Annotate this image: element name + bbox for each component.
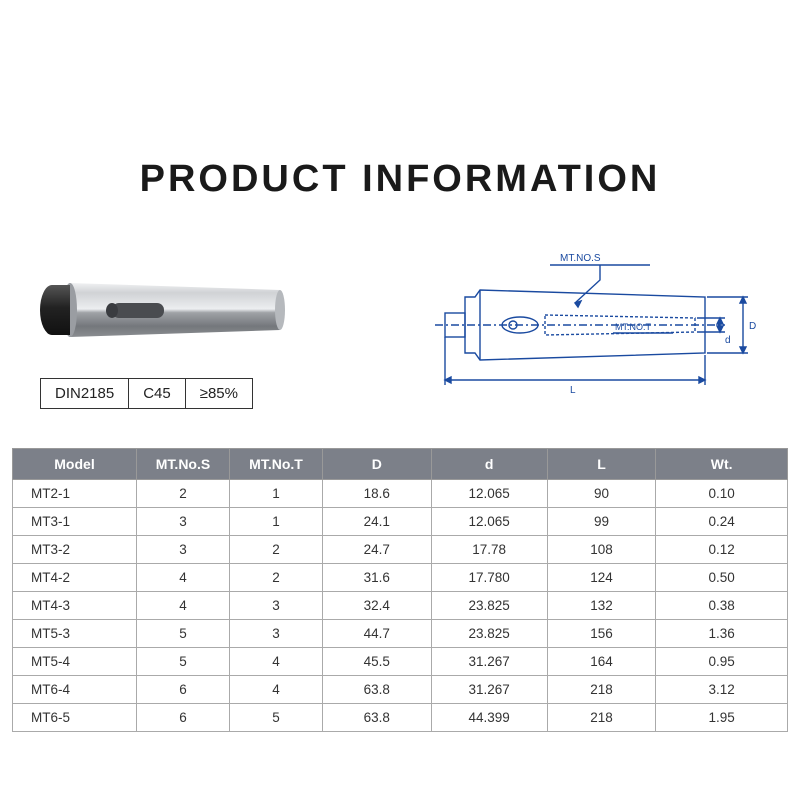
table-cell: 23.825 [431, 620, 547, 648]
spec-table: ModelMT.No.SMT.No.TDdLWt. MT2-12118.612.… [12, 448, 788, 732]
badge-material: C45 [129, 378, 186, 409]
table-cell: 2 [230, 536, 323, 564]
table-cell: 0.38 [656, 592, 788, 620]
table-cell: 63.8 [323, 704, 432, 732]
table-cell: 44.399 [431, 704, 547, 732]
table-cell: 24.1 [323, 508, 432, 536]
col-header: MT.No.T [230, 449, 323, 480]
table-row: MT2-12118.612.065900.10 [13, 480, 788, 508]
table-cell: 164 [547, 648, 656, 676]
table-cell: 3 [230, 620, 323, 648]
label-mt-no-t: MT.NO.T [615, 322, 651, 332]
table-cell: MT6-5 [13, 704, 137, 732]
table-cell: 1.95 [656, 704, 788, 732]
table-cell: 3 [137, 508, 230, 536]
table-cell: 0.50 [656, 564, 788, 592]
col-header: d [431, 449, 547, 480]
table-cell: 24.7 [323, 536, 432, 564]
table-cell: 108 [547, 536, 656, 564]
page-title: PRODUCT INFORMATION [0, 158, 800, 201]
table-cell: 3.12 [656, 676, 788, 704]
table-cell: 6 [137, 704, 230, 732]
col-header: Wt. [656, 449, 788, 480]
table-cell: 17.780 [431, 564, 547, 592]
table-cell: 99 [547, 508, 656, 536]
table-cell: MT5-3 [13, 620, 137, 648]
technical-diagram: MT.NO.S MT.NO.T L d D [425, 235, 770, 410]
table-row: MT6-46463.831.2672183.12 [13, 676, 788, 704]
table-cell: 63.8 [323, 676, 432, 704]
product-area: DIN2185 C45 ≥85% [30, 265, 375, 409]
table-row: MT5-35344.723.8251561.36 [13, 620, 788, 648]
table-cell: 124 [547, 564, 656, 592]
table-cell: 32.4 [323, 592, 432, 620]
table-cell: MT5-4 [13, 648, 137, 676]
table-cell: 31.267 [431, 676, 547, 704]
product-render [40, 265, 290, 355]
col-header: D [323, 449, 432, 480]
table-cell: 5 [137, 620, 230, 648]
table-cell: 5 [230, 704, 323, 732]
table-cell: 218 [547, 676, 656, 704]
table-cell: 1.36 [656, 620, 788, 648]
table-cell: 3 [230, 592, 323, 620]
table-cell: 0.95 [656, 648, 788, 676]
table-row: MT5-45445.531.2671640.95 [13, 648, 788, 676]
dim-D: D [749, 321, 756, 332]
table-cell: 156 [547, 620, 656, 648]
label-mt-no-s: MT.NO.S [560, 253, 601, 264]
table-cell: 90 [547, 480, 656, 508]
badge-hardness: ≥85% [186, 378, 253, 409]
col-header: MT.No.S [137, 449, 230, 480]
table-cell: MT3-1 [13, 508, 137, 536]
table-cell: MT6-4 [13, 676, 137, 704]
table-cell: 4 [230, 648, 323, 676]
table-cell: 18.6 [323, 480, 432, 508]
badge-standard: DIN2185 [40, 378, 129, 409]
table-cell: 31.267 [431, 648, 547, 676]
table-cell: 12.065 [431, 480, 547, 508]
table-cell: 23.825 [431, 592, 547, 620]
table-cell: 0.12 [656, 536, 788, 564]
table-cell: 132 [547, 592, 656, 620]
table-cell: MT3-2 [13, 536, 137, 564]
table-cell: 2 [137, 480, 230, 508]
col-header: Model [13, 449, 137, 480]
table-cell: 1 [230, 508, 323, 536]
table-cell: 44.7 [323, 620, 432, 648]
table-cell: MT2-1 [13, 480, 137, 508]
table-cell: 0.10 [656, 480, 788, 508]
table-cell: 218 [547, 704, 656, 732]
table-cell: 45.5 [323, 648, 432, 676]
table-cell: 12.065 [431, 508, 547, 536]
table-cell: 6 [137, 676, 230, 704]
table-cell: 4 [137, 564, 230, 592]
table-cell: 1 [230, 480, 323, 508]
dim-L: L [570, 385, 576, 396]
table-cell: MT4-2 [13, 564, 137, 592]
table-cell: 5 [137, 648, 230, 676]
table-row: MT4-34332.423.8251320.38 [13, 592, 788, 620]
table-cell: MT4-3 [13, 592, 137, 620]
spec-badges: DIN2185 C45 ≥85% [40, 378, 375, 409]
table-cell: 31.6 [323, 564, 432, 592]
table-cell: 0.24 [656, 508, 788, 536]
table-row: MT4-24231.617.7801240.50 [13, 564, 788, 592]
table-cell: 17.78 [431, 536, 547, 564]
dim-d: d [725, 335, 731, 346]
table-row: MT3-23224.717.781080.12 [13, 536, 788, 564]
table-cell: 4 [230, 676, 323, 704]
table-row: MT6-56563.844.3992181.95 [13, 704, 788, 732]
col-header: L [547, 449, 656, 480]
table-cell: 4 [137, 592, 230, 620]
table-cell: 2 [230, 564, 323, 592]
table-cell: 3 [137, 536, 230, 564]
table-row: MT3-13124.112.065990.24 [13, 508, 788, 536]
